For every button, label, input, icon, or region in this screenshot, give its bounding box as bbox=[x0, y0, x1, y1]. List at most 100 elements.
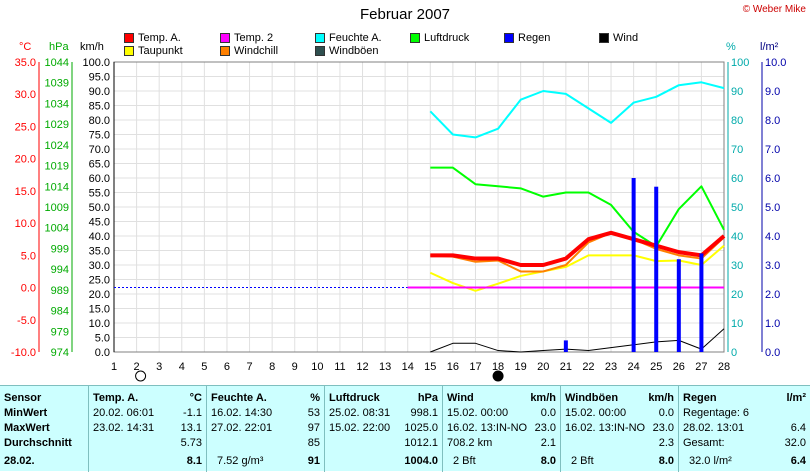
wind-unit: km/h bbox=[530, 392, 556, 404]
feuchte-min: 53 bbox=[307, 407, 320, 419]
stats-table: Sensor MinWert MaxWert Durchschnitt 28.0… bbox=[0, 385, 810, 472]
tick-label-x: 22 bbox=[582, 361, 594, 373]
tick-label-press: 1004 bbox=[45, 223, 69, 235]
tick-label-wind: 25.0 bbox=[89, 275, 110, 287]
tick-label-press: 974 bbox=[51, 347, 69, 359]
tick-label-wind: 50.0 bbox=[89, 202, 110, 214]
tick-label-rain: 7.0 bbox=[765, 144, 780, 156]
luftdruck-header: Luftdruck bbox=[329, 392, 380, 404]
regen-max-time: 28.02. 13:01 bbox=[683, 422, 745, 434]
tick-label-wind: 85.0 bbox=[89, 101, 110, 113]
col-feuchte: Feuchte A.% 16.02. 14:30 53 27.02. 22:01 9… bbox=[206, 386, 324, 472]
feuchte-max-time: 27.02. 22:01 bbox=[211, 422, 273, 434]
legend-windboeen: Windböen bbox=[315, 45, 379, 57]
chart-title: Februar 2007 bbox=[359, 6, 451, 23]
tick-label-hum: 80 bbox=[731, 115, 743, 127]
tick-label-rain: 9.0 bbox=[765, 86, 780, 98]
copyright-label: © Weber Mike bbox=[742, 4, 806, 15]
feuchte-max: 97 bbox=[307, 422, 320, 434]
tick-label-press: 1014 bbox=[45, 181, 69, 193]
tick-label-rain: 4.0 bbox=[765, 231, 780, 243]
regen-current-label: 32.0 l/m² bbox=[689, 455, 732, 467]
tick-label-temp: 10.0 bbox=[15, 218, 36, 230]
rain-bar bbox=[654, 186, 659, 352]
col-temp: Temp. A. °C 20.02. 06:01 -1.1 23.02. 14:31… bbox=[88, 386, 206, 472]
legend-temp-a: Temp. A. bbox=[124, 32, 181, 44]
legend-swatch bbox=[504, 33, 514, 43]
wind-distance: 708.2 km bbox=[447, 437, 493, 449]
feuchte-header: Feuchte A. bbox=[211, 392, 267, 404]
chart-area: Februar 2007 © Weber Mike Temp. A. Taupu… bbox=[11, 4, 806, 382]
legend-windchill: Windchill bbox=[220, 45, 278, 57]
series-line bbox=[430, 166, 725, 248]
tick-label-wind: 20.0 bbox=[89, 289, 110, 301]
regen-unit: l/m² bbox=[786, 392, 806, 404]
tick-label-x: 16 bbox=[447, 361, 459, 373]
luftdruck-unit: hPa bbox=[417, 392, 438, 404]
temp-max: 13.1 bbox=[180, 422, 202, 434]
tick-label-wind: 0.0 bbox=[95, 347, 110, 359]
legend-wind: Wind bbox=[599, 32, 638, 44]
luftdruck-max: 1025.0 bbox=[404, 422, 438, 434]
tick-label-hum: 50 bbox=[731, 202, 743, 214]
luftdruck-avg: 1012.1 bbox=[404, 437, 438, 449]
tick-label-wind: 65.0 bbox=[89, 159, 110, 171]
regen-total: 32.0 bbox=[784, 437, 806, 449]
tick-label-press: 979 bbox=[51, 326, 69, 338]
tick-label-wind: 75.0 bbox=[89, 130, 110, 142]
luftdruck-min: 998.1 bbox=[410, 407, 438, 419]
windboeen-header: Windböen bbox=[565, 392, 619, 404]
wind-min-time: 15.02. 00:00 bbox=[447, 407, 509, 419]
tick-label-hum: 90 bbox=[731, 86, 743, 98]
tick-label-x: 13 bbox=[379, 361, 391, 373]
tick-label-press: 1034 bbox=[45, 98, 69, 110]
tick-label-x: 4 bbox=[179, 361, 185, 373]
wind-bft: 2 Bft bbox=[453, 455, 476, 467]
tick-label-press: 1044 bbox=[45, 57, 69, 69]
rain-bar bbox=[699, 253, 704, 352]
tick-label-wind: 95.0 bbox=[89, 72, 110, 84]
windboeen-avg: 2.3 bbox=[658, 437, 674, 449]
tick-label-press: 994 bbox=[51, 264, 69, 276]
temp-current: 8.1 bbox=[186, 455, 202, 467]
windboeen-unit: km/h bbox=[648, 392, 674, 404]
tick-label-temp: 35.0 bbox=[15, 57, 36, 69]
tick-label-wind: 70.0 bbox=[89, 144, 110, 156]
tick-label-x: 10 bbox=[311, 361, 323, 373]
tick-label-wind: 100.0 bbox=[82, 57, 110, 69]
series-line bbox=[429, 244, 725, 292]
tick-label-press: 1019 bbox=[45, 161, 69, 173]
wind-avg: 2.1 bbox=[540, 437, 556, 449]
windboeen-min: 0.0 bbox=[658, 407, 674, 419]
tick-label-x: 14 bbox=[402, 361, 414, 373]
tick-label-x: 18 bbox=[492, 361, 504, 373]
tick-label-x: 28 bbox=[718, 361, 730, 373]
row-label-date: 28.02. bbox=[4, 455, 35, 467]
tick-label-press: 1009 bbox=[45, 202, 69, 214]
regen-current: 6.4 bbox=[790, 455, 806, 467]
tick-label-x: 9 bbox=[292, 361, 298, 373]
windboeen-current: 8.0 bbox=[658, 455, 674, 467]
new-moon-marker bbox=[135, 370, 147, 382]
temp-header: Temp. A. bbox=[93, 392, 139, 404]
tick-label-rain: 0.0 bbox=[765, 347, 780, 359]
col-wind: Wind km/h 15.02. 00:00 0.0 16.02. 13:IN-NO… bbox=[442, 386, 560, 472]
wind-max: 23.0 bbox=[534, 422, 556, 434]
windboeen-max-time: 16.02. 13:IN-NO bbox=[565, 422, 646, 434]
tick-label-rain: 2.0 bbox=[765, 289, 780, 301]
temp-avg: 5.73 bbox=[180, 437, 202, 449]
temp-unit: °C bbox=[189, 392, 202, 404]
axis-unit-wind: km/h bbox=[80, 41, 104, 53]
legend-swatch bbox=[410, 33, 420, 43]
tick-label-wind: 15.0 bbox=[89, 304, 110, 316]
axis-unit-rain: l/m² bbox=[760, 41, 779, 53]
legend-swatch bbox=[220, 46, 230, 56]
tick-label-hum: 70 bbox=[731, 144, 743, 156]
regen-header: Regen bbox=[683, 392, 717, 404]
tick-label-hum: 100 bbox=[731, 57, 749, 69]
tick-label-x: 21 bbox=[560, 361, 572, 373]
feuchte-current: 91 bbox=[307, 455, 320, 467]
tick-label-rain: 6.0 bbox=[765, 173, 780, 185]
regen-days: Regentage: 6 bbox=[683, 407, 750, 419]
tick-label-temp: 15.0 bbox=[15, 186, 36, 198]
